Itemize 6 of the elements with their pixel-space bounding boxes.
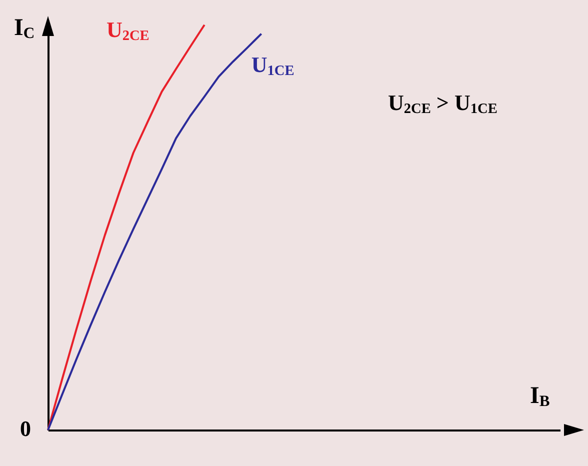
annotation: U$_{2CE}$ > U$_{1CE}$ [388, 90, 498, 117]
series-label: U$_{2CE}$ [106, 16, 150, 44]
y-axis-title: I$_{C}$ [14, 15, 35, 42]
series-label: U$_{1CE}$ [251, 52, 294, 79]
x-axis-title: I$_{B}$ [530, 383, 550, 410]
text: 0 [20, 416, 31, 441]
